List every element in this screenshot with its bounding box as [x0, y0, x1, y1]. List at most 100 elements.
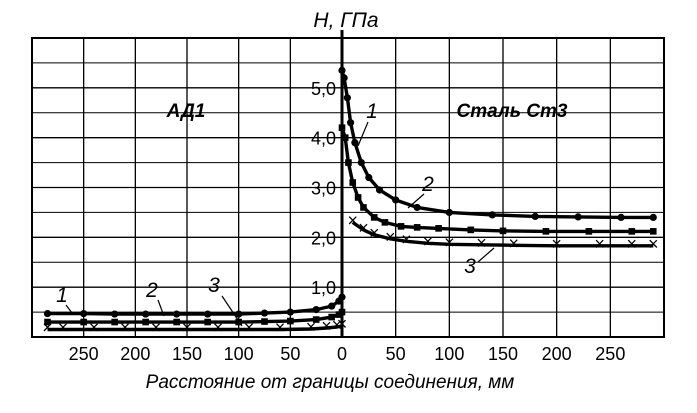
data-point — [338, 66, 346, 74]
data-point: × — [244, 318, 255, 338]
x-tick-label: 150 — [488, 344, 518, 364]
y-tick-label: 2,0 — [311, 228, 336, 248]
data-point: × — [275, 318, 286, 338]
x-tick-label: 200 — [542, 344, 572, 364]
curve-annotations: 1 2 3 1 2 3 — [56, 100, 495, 327]
data-point — [354, 194, 362, 201]
data-point — [375, 186, 384, 194]
x-tick-label: 50 — [386, 344, 406, 364]
data-point — [235, 310, 243, 318]
data-point: × — [476, 233, 487, 253]
series-line-ad1-3 — [47, 324, 343, 332]
grid-lines — [31, 38, 665, 337]
x-tick-label: 250 — [595, 344, 625, 364]
data-point — [44, 318, 51, 326]
plot-frame — [31, 37, 665, 338]
data-point — [343, 94, 351, 102]
data-point — [435, 225, 442, 232]
data-point: × — [347, 210, 358, 230]
x-tick-label: 100 — [434, 344, 464, 364]
data-point: × — [369, 223, 380, 243]
data-point: × — [444, 232, 455, 252]
curve-number-label: 2 — [145, 279, 158, 302]
data-point — [328, 302, 336, 310]
data-point — [574, 213, 582, 221]
region-label-ad1: АД1 — [166, 101, 206, 122]
data-point — [345, 159, 352, 166]
data-point: × — [337, 314, 348, 334]
x-axis-label: Расстояние от границы соединения, мм — [146, 372, 515, 393]
data-point — [360, 204, 367, 211]
data-point — [370, 214, 378, 221]
data-point — [260, 309, 269, 317]
data-point — [649, 213, 657, 221]
data-point: × — [182, 318, 193, 338]
x-tick-label: 50 — [280, 344, 300, 364]
data-point — [349, 179, 357, 186]
data-point — [392, 196, 400, 204]
y-tick-label: 5,0 — [311, 79, 336, 99]
series-line-steel-3 — [351, 221, 654, 248]
data-point — [204, 318, 211, 326]
curve-number-label: 1 — [56, 284, 68, 307]
annotation-leader — [407, 193, 425, 209]
data-point: × — [594, 234, 605, 254]
data-point — [445, 208, 453, 217]
data-point — [413, 203, 421, 212]
data-point — [111, 318, 118, 326]
x-tick-label: 0 — [337, 344, 347, 364]
data-point: × — [358, 218, 369, 238]
annotation-leader — [157, 299, 165, 317]
data-point — [335, 297, 343, 305]
annotation-leader — [477, 247, 495, 263]
data-point: × — [306, 317, 317, 337]
annotation-leader — [221, 295, 243, 327]
data-point: × — [385, 227, 396, 247]
data-point — [43, 309, 52, 318]
data-point — [142, 310, 150, 318]
series-line-ad1-1 — [47, 296, 344, 316]
data-point — [617, 213, 625, 221]
y-tick-labels: 1,0 2,0 3,0 4,0 5,0 — [311, 79, 336, 298]
x-tick-labels: 250 200 150 100 50 0 50 100 150 200 250 — [69, 344, 626, 364]
y-axis-label: H, ГПа — [313, 9, 378, 32]
data-point — [286, 308, 294, 316]
y-tick-label: 1,0 — [311, 278, 336, 298]
curve-number-label: 3 — [208, 274, 220, 297]
data-point — [312, 305, 320, 314]
data-point — [80, 309, 88, 318]
data-point — [585, 228, 593, 235]
data-point — [397, 223, 405, 230]
data-point: × — [332, 315, 343, 335]
data-point: × — [58, 318, 69, 338]
data-point — [335, 311, 343, 318]
data-point — [628, 228, 636, 235]
x-tick-label: 250 — [69, 344, 99, 364]
data-point — [413, 224, 421, 231]
data-point: × — [627, 234, 638, 254]
x-tick-label: 200 — [120, 344, 150, 364]
data-point — [287, 317, 294, 325]
annotation-leader — [65, 304, 73, 314]
data-point — [142, 318, 149, 326]
data-point: × — [508, 233, 519, 253]
series-line-steel-1 — [340, 69, 654, 220]
y-tick-label: 4,0 — [311, 129, 336, 149]
data-point: × — [551, 234, 562, 254]
data-point: × — [321, 316, 332, 336]
curve-number-label: 1 — [366, 100, 378, 123]
y-tick-label: 3,0 — [311, 179, 336, 199]
data-point — [542, 228, 550, 235]
data-point — [338, 124, 346, 131]
data-point — [365, 173, 373, 182]
data-point: × — [89, 318, 100, 338]
data-point — [173, 318, 180, 326]
data-point — [204, 310, 212, 318]
data-point: × — [42, 318, 53, 338]
data-point — [312, 316, 320, 323]
data-point — [531, 212, 539, 221]
data-point — [173, 310, 181, 318]
data-point — [341, 134, 349, 141]
data-point — [499, 227, 507, 235]
